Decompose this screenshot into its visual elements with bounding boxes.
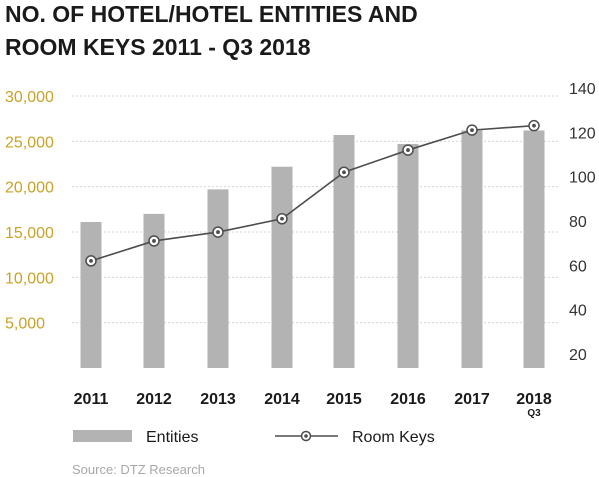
room-keys-point-dot [216, 230, 220, 234]
bar-entities-2011 [80, 222, 102, 368]
room-keys-point-dot [89, 259, 93, 263]
chart-title-line-2: ROOM KEYS 2011 - Q3 2018 [5, 34, 311, 60]
left-tick-label: 10,000 [5, 270, 54, 287]
chart-title-line-1: NO. OF HOTEL/HOTEL ENTITIES AND [5, 1, 418, 27]
bars-entities [80, 130, 545, 368]
bar-entities-2016 [397, 144, 419, 368]
legend-label-room-keys: Room Keys [352, 429, 435, 446]
x-tick-label: 2011 [74, 391, 109, 408]
left-tick-label: 15,000 [5, 225, 54, 242]
legend: Entities Room Keys [73, 429, 435, 446]
x-tick-label: 2012 [136, 391, 172, 408]
left-tick-label: 25,000 [5, 134, 54, 151]
room-keys-point-dot [152, 239, 156, 243]
bar-entities-2014 [271, 166, 293, 368]
bar-entities-2015 [333, 134, 355, 368]
right-tick-label: 60 [569, 258, 587, 275]
bar-entities-2018 [523, 130, 545, 368]
right-tick-label: 140 [569, 81, 596, 98]
bar-entities-2017 [461, 130, 483, 368]
bar-entities-2012 [143, 213, 165, 368]
room-keys-line [90, 124, 535, 262]
source-note: Source: DTZ Research [72, 462, 205, 477]
x-tick-sublabel: Q3 [527, 408, 541, 419]
legend-swatch-room-keys-marker-dot [304, 434, 308, 438]
right-tick-label: 40 [569, 303, 587, 320]
room-keys-point-dot [406, 148, 410, 152]
x-tick-label: 2014 [264, 391, 300, 408]
line-room-keys [85, 119, 540, 267]
bar-entities-2013 [207, 189, 229, 368]
room-keys-point-dot [342, 170, 346, 175]
legend-label-entities: Entities [146, 429, 198, 446]
room-keys-point-dot [280, 216, 284, 221]
x-tick-label: 2016 [390, 391, 426, 408]
x-tick-label: 2015 [326, 391, 362, 408]
right-axis-ticks: 20 40 60 80 100 120 140 [569, 81, 596, 364]
room-keys-point-dot [470, 128, 474, 133]
left-tick-label: 30,000 [5, 89, 54, 106]
right-tick-label: 120 [569, 125, 596, 142]
left-tick-label: 20,000 [5, 180, 54, 197]
x-tick-label: 2018 [516, 391, 552, 408]
room-keys-point-dot [532, 123, 536, 128]
left-tick-label: 5,000 [5, 316, 45, 333]
left-axis-ticks: 5,000 10,000 15,000 20,000 25,000 30,000 [5, 89, 54, 333]
x-tick-label: 2013 [200, 391, 236, 408]
right-tick-label: 100 [569, 170, 596, 187]
right-tick-label: 20 [569, 347, 587, 364]
right-tick-label: 80 [569, 214, 587, 231]
legend-swatch-entities [73, 430, 132, 442]
x-tick-label: 2017 [454, 391, 490, 408]
